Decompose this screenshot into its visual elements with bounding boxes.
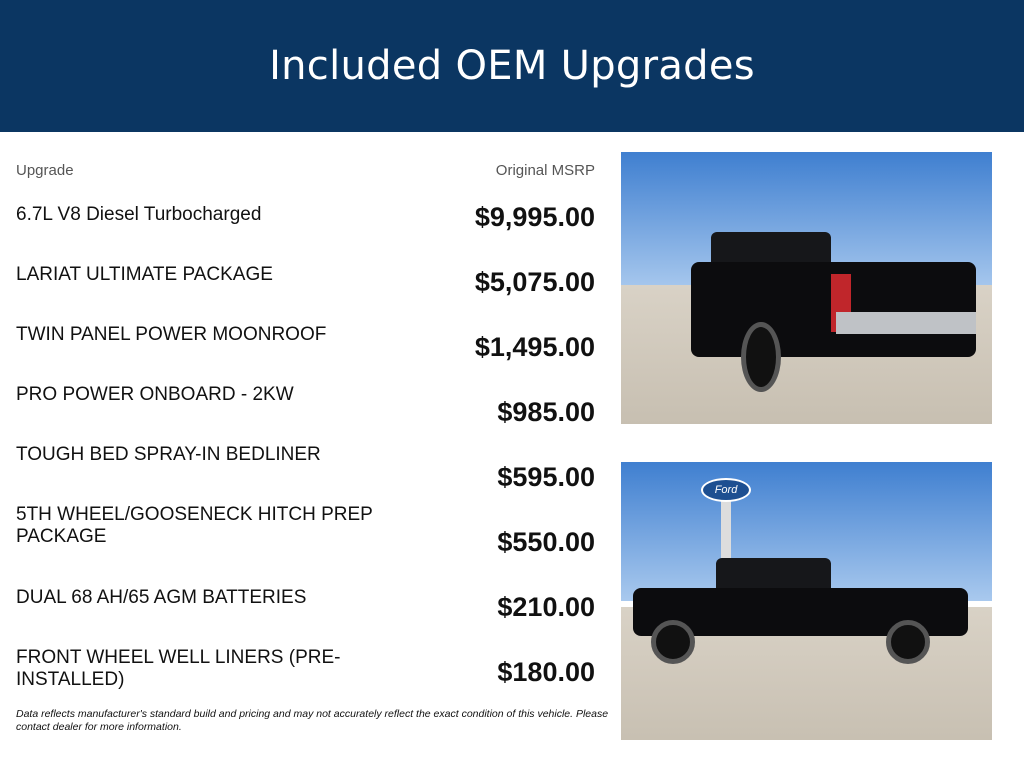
column-header-upgrade: Upgrade — [16, 162, 74, 179]
truck-rear-photo — [621, 152, 992, 430]
upgrade-name: DUAL 68 AH/65 AGM BATTERIES — [16, 587, 307, 608]
upgrade-price: $180.00 — [497, 657, 595, 687]
upgrade-name: TOUGH BED SPRAY-IN BEDLINER — [16, 444, 321, 465]
upgrade-name: PRO POWER ONBOARD - 2KW — [16, 384, 294, 405]
upgrade-name: 5TH WHEEL/GOOSENECK HITCH PREP PACKAGE — [16, 504, 373, 547]
truck-side-photo: Ford — [621, 462, 992, 740]
column-header-msrp: Original MSRP — [495, 162, 595, 179]
page-title: Included OEM Upgrades — [269, 43, 755, 89]
upgrade-name: TWIN PANEL POWER MOONROOF — [16, 324, 327, 345]
upgrade-price: $595.00 — [497, 462, 595, 492]
ford-logo-sign: Ford — [701, 478, 751, 502]
upgrade-name: LARIAT ULTIMATE PACKAGE — [16, 264, 273, 285]
upgrade-price: $5,075.00 — [474, 267, 595, 297]
upgrade-price: $1,495.00 — [474, 332, 595, 362]
upgrade-price: $550.00 — [497, 527, 595, 557]
upgrade-name: FRONT WHEEL WELL LINERS (PRE-INSTALLED) — [16, 647, 341, 690]
upgrade-price: $210.00 — [497, 592, 595, 622]
upgrade-price: $985.00 — [497, 397, 595, 427]
upgrade-name: 6.7L V8 Diesel Turbocharged — [16, 204, 262, 225]
upgrade-price: $9,995.00 — [474, 202, 595, 232]
page-header: Included OEM Upgrades — [0, 0, 1024, 132]
disclaimer: Data reflects manufacturer's standard bu… — [16, 708, 609, 733]
